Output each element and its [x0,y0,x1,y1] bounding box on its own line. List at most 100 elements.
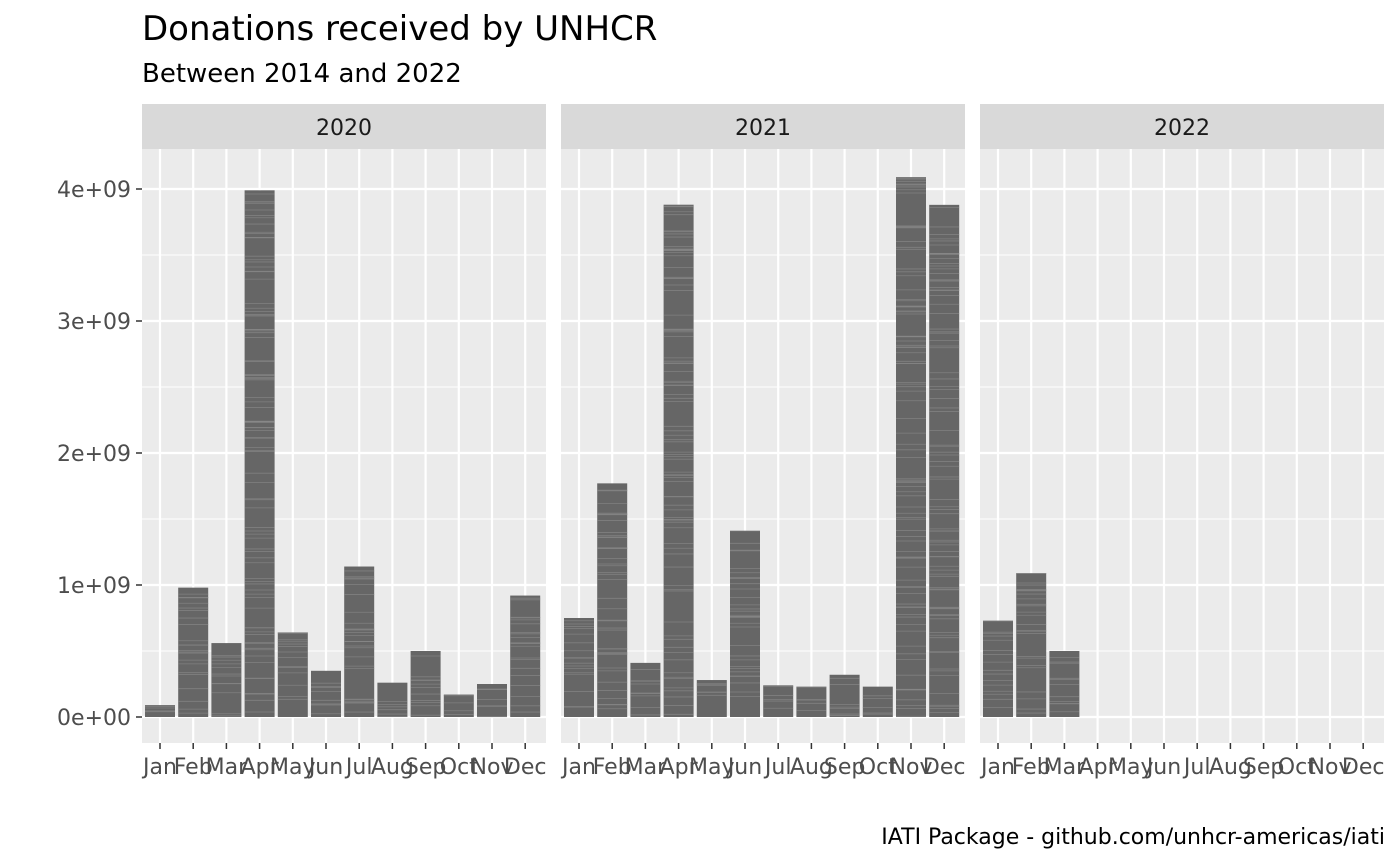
x-tick-label: May [689,755,734,780]
bar [510,595,541,717]
x-tick-label: May [1108,755,1153,780]
chart-title: Donations received by UNHCR [142,9,657,49]
bar-2022-Feb [1016,573,1047,717]
bar-2020-Jun [311,670,341,717]
x-tick-label: Mar [625,755,667,780]
bar [663,204,694,718]
facet-label: 2022 [1154,116,1210,141]
bar-2021-Dec [929,204,960,718]
x-tick-label: Jun [307,755,343,780]
bar-2021-Mar [630,662,661,717]
x-tick-label: Sep [824,755,865,780]
bar [696,680,727,717]
bar [829,674,860,717]
bar [862,686,893,717]
x-tick-label: Feb [593,755,632,780]
bar [564,618,594,717]
bar-2020-Jan [145,705,175,717]
facet-label: 2020 [316,116,372,141]
bar-2020-Sep [410,651,441,717]
x-tick-label: Nov [890,755,933,780]
x-tick-label: Oct [859,755,897,780]
x-tick-label: Nov [1309,755,1352,780]
x-tick-label: Mar [206,755,248,780]
panel-background [142,149,546,743]
y-tick-label: 1e+09 [57,574,131,599]
x-tick-label: May [270,755,315,780]
bar-2021-Oct [862,686,893,717]
bar-2021-Jan [564,618,594,717]
x-tick-label: Jul [763,755,792,780]
x-tick-label: Dec [923,755,966,780]
y-tick-label: 4e+09 [57,178,131,203]
facet-strip [980,104,1384,149]
bar-2021-Jul [763,685,794,717]
x-tick-label: Jun [1145,755,1181,780]
x-tick-label: Dec [1342,755,1385,780]
bar-2020-Oct [443,694,474,717]
x-tick-label: Sep [405,755,446,780]
bar [597,483,628,717]
bar [896,177,926,717]
bar [1016,573,1047,717]
x-tick-label: Aug [790,755,833,780]
bar [796,686,827,717]
x-tick-label: Jan [979,755,1015,780]
facet-strip [561,104,965,149]
x-tick-label: Mar [1044,755,1086,780]
x-tick-label: Jul [1182,755,1211,780]
x-tick-label: Aug [1209,755,1252,780]
bar-2021-Nov [896,177,926,717]
bar-2021-May [696,680,727,717]
x-tick-label: Jan [141,755,177,780]
bar [277,632,308,717]
x-tick-label: Oct [440,755,478,780]
bar-2021-Feb [597,483,628,717]
x-tick-label: Dec [504,755,547,780]
chart-caption: IATI Package - github.com/unhcr-americas… [881,825,1385,850]
bar-2022-Mar [1049,651,1080,717]
y-tick-label: 3e+09 [57,310,131,335]
bar [983,620,1013,717]
bar-2020-Feb [178,587,209,717]
x-tick-label: Jun [726,755,762,780]
bar-2021-Sep [829,674,860,717]
bar [1049,651,1080,717]
bar [244,190,275,717]
bar [929,204,960,718]
bar-2021-Aug [796,686,827,717]
x-tick-label: Jul [344,755,373,780]
bar-2020-Nov [477,684,507,718]
x-tick-label: Feb [174,755,213,780]
bar-2020-Dec [510,595,541,717]
x-tick-label: Apr [660,755,699,780]
bar [211,643,242,717]
x-tick-label: Feb [1012,755,1051,780]
x-tick-label: Nov [471,755,514,780]
facet-strip [142,104,546,149]
x-tick-label: Aug [371,755,414,780]
bar-2021-Apr [663,204,694,718]
facet-label: 2021 [735,116,791,141]
x-tick-label: Apr [1079,755,1118,780]
bar-2021-Jun [730,530,760,717]
bar [630,662,661,717]
bar-2020-Mar [211,643,242,717]
x-tick-label: Jan [560,755,596,780]
bar-2020-Apr [244,190,275,717]
bar [377,682,408,717]
chart-subtitle: Between 2014 and 2022 [142,59,462,89]
bar [311,670,341,717]
bar-2022-Jan [983,620,1013,717]
bar-2020-Aug [377,682,408,718]
bar-2020-May [277,632,308,717]
x-tick-label: Apr [241,755,280,780]
panel-background [980,149,1384,743]
bar-2020-Jul [344,566,375,717]
bar [443,694,474,717]
